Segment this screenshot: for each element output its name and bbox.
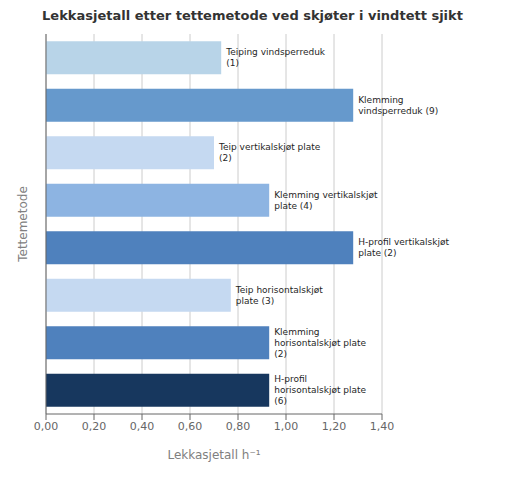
svg-text:Teip vertikalskjøt plate(2): Teip vertikalskjøt plate(2) [218, 142, 321, 163]
svg-text:0,80: 0,80 [226, 420, 251, 433]
svg-text:Klemmingvindsperreduk (9): Klemmingvindsperreduk (9) [358, 95, 438, 116]
svg-text:1,00: 1,00 [274, 420, 299, 433]
svg-text:Tettemetode: Tettemetode [16, 186, 30, 263]
svg-text:0,00: 0,00 [34, 420, 59, 433]
svg-text:H-profil vertikalskjøtplate (2: H-profil vertikalskjøtplate (2) [358, 237, 449, 258]
svg-text:0,20: 0,20 [82, 420, 107, 433]
svg-text:1,20: 1,20 [322, 420, 347, 433]
svg-text:1,40: 1,40 [370, 420, 395, 433]
svg-text:Klemming vertikalskjøtplate (4: Klemming vertikalskjøtplate (4) [274, 190, 378, 211]
svg-text:Teiping vindsperreduk(1): Teiping vindsperreduk(1) [225, 47, 326, 68]
svg-text:Lekkasjetall h⁻¹: Lekkasjetall h⁻¹ [167, 448, 260, 462]
svg-text:0,60: 0,60 [178, 420, 203, 433]
svg-text:H-profilhorisontalskjøt plate(: H-profilhorisontalskjøt plate(6) [274, 374, 366, 406]
html-text:Lekkasjetall etter tettemetode: Lekkasjetall etter tettemetode ved skjøt… [42, 8, 463, 23]
svg-text:0,40: 0,40 [130, 420, 155, 433]
svg-text:Klemminghorisontalskjøt plate(: Klemminghorisontalskjøt plate(2) [274, 327, 366, 359]
svg-text:Teip horisontalskjøtplate (3): Teip horisontalskjøtplate (3) [235, 285, 323, 306]
